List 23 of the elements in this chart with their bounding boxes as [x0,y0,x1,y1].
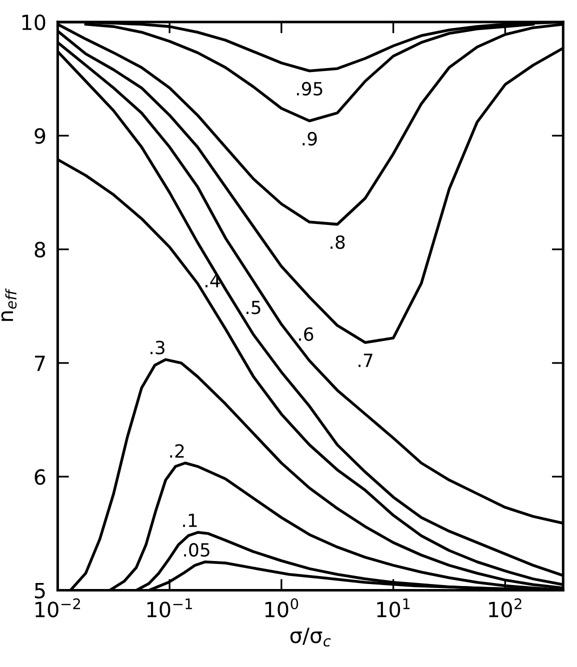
series-label: .05 [184,543,210,557]
x-axis-title: σ/σ$_{c}$ [290,628,331,647]
series-label: .7 [358,354,372,367]
series-label: .5 [246,300,260,314]
series-label: .8 [330,235,345,250]
series-label: .6 [299,327,314,341]
x-tick-label: 10$^{−1}$ [147,598,192,618]
x-tick-label: 10$^{2}$ [489,598,522,618]
x-tick-label: 10$^{−2}$ [36,598,80,618]
series-label: .95 [297,82,322,96]
series-label: .9 [302,132,317,146]
x-tick-label: 10$^{1}$ [377,598,410,618]
series-label: .1 [183,514,197,527]
y-tick-label: 8 [34,242,46,258]
series-label: .2 [170,444,184,458]
y-tick-label: 5 [34,583,45,599]
x-tick-label: 10$^{0}$ [265,598,298,618]
series-label: .3 [150,340,164,354]
y-tick-label: 6 [34,469,46,485]
y-tick-label: 10 [22,14,46,30]
y-tick-label: 7 [35,356,45,371]
y-tick-label: 9 [34,128,46,144]
y-axis-title: n$_{eff}$ [1,288,17,321]
